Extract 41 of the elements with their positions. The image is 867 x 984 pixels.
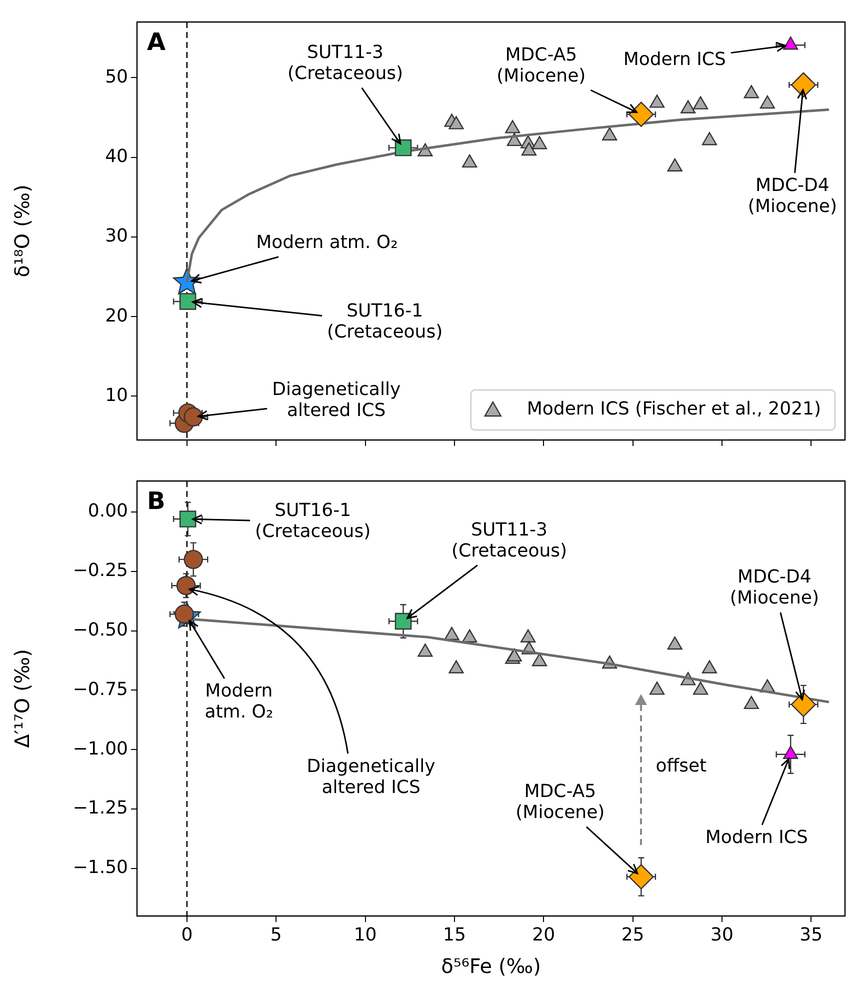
x-tick-label: 35 — [800, 924, 823, 946]
x-tick-label: 20 — [532, 924, 556, 946]
annotation: Modern ICS — [705, 827, 808, 848]
x-tick-label: 5 — [270, 924, 282, 946]
y-tick-label: 0.00 — [88, 500, 128, 522]
x-axis-title: δ⁵⁶Fe (‰) — [441, 954, 541, 978]
y-tick-label: −0.25 — [72, 560, 128, 581]
annotation: MDC-D4 (Miocene) — [748, 175, 837, 218]
y-tick-label: 10 — [105, 384, 128, 406]
x-tick-label: 10 — [354, 924, 377, 946]
chart-title: A — [147, 28, 166, 56]
y-tick-label: −0.50 — [72, 619, 128, 640]
y-tick-label: 20 — [105, 305, 128, 326]
x-tick-label: 15 — [442, 924, 466, 946]
y-tick-label: 40 — [105, 146, 128, 168]
annotation: MDC-A5 (Miocene) — [516, 780, 605, 823]
x-tick-label: 25 — [621, 924, 644, 946]
annotation: SUT11-3 (Cretaceous) — [451, 519, 568, 562]
chart-title: B — [147, 487, 166, 516]
y-tick-label: 30 — [105, 226, 128, 247]
y-axis-title: δ¹⁸O (‰) — [10, 184, 34, 278]
y-tick-label: 50 — [105, 66, 128, 88]
legend-label: Modern ICS (Fischer et al., 2021) — [526, 398, 821, 420]
annotation: Modern ICS — [623, 48, 726, 70]
y-tick-label: −1.00 — [72, 738, 128, 760]
x-tick-label: 0 — [181, 924, 193, 946]
y-axis-title: Δ′¹⁷O (‰) — [10, 649, 34, 748]
annotation: MDC-D4 (Miocene) — [730, 566, 819, 609]
annotation: SUT11-3 (Cretaceous) — [287, 42, 404, 84]
annotation: SUT16-1 (Cretaceous) — [327, 300, 443, 343]
y-tick-label: −1.25 — [72, 798, 128, 819]
annotation: SUT16-1 (Cretaceous) — [255, 500, 371, 542]
x-tick-label: 30 — [710, 924, 734, 946]
annotation: offset — [656, 755, 707, 776]
y-tick-label: −1.50 — [72, 857, 128, 878]
annotation: Modern atm. O₂ — [204, 680, 274, 723]
annotation: Modern atm. O₂ — [256, 232, 398, 254]
annotation: Diagenetically altered ICS — [272, 379, 401, 422]
annotation: MDC-A5 (Miocene) — [496, 44, 586, 87]
annotation: Diagenetically altered ICS — [306, 756, 436, 798]
y-tick-label: −0.75 — [72, 678, 128, 700]
